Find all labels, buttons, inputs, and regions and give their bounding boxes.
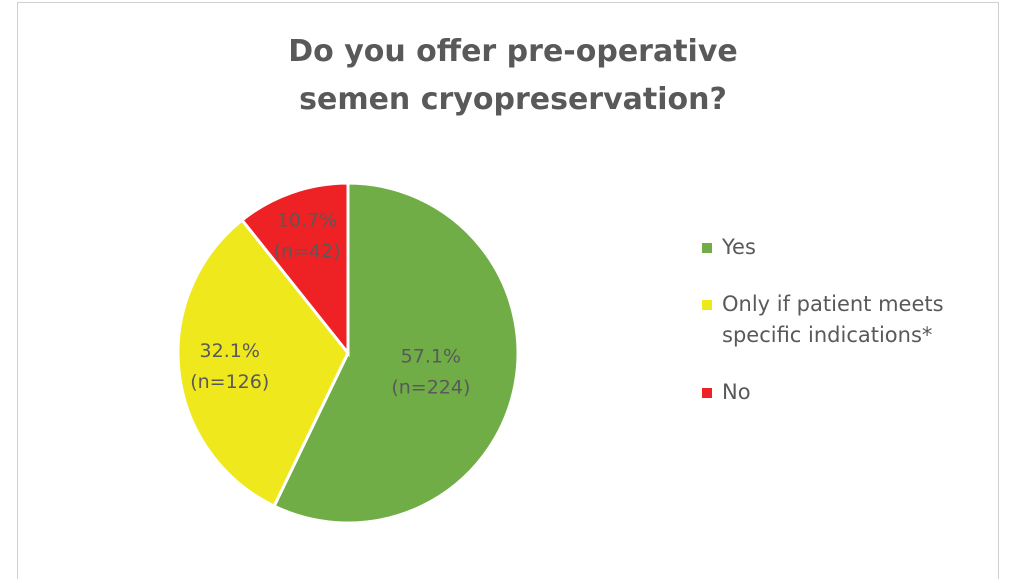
count-label: (n=42) <box>274 240 341 262</box>
data-label: 57.1% <box>401 345 461 367</box>
legend-swatch <box>702 300 712 310</box>
legend-item: Yes <box>700 232 990 263</box>
legend-swatch <box>702 388 712 398</box>
pie-slice <box>239 181 350 358</box>
count-label: (n=126) <box>190 371 269 393</box>
chart-title: Do you offer pre-operative semen cryopre… <box>288 34 738 117</box>
pie-slice <box>176 217 350 509</box>
legend-item: Only if patient meets specific indicatio… <box>700 289 990 351</box>
legend: Yes Only if patient meets specific indica… <box>700 232 990 434</box>
legend-swatch <box>702 243 712 253</box>
legend-label: Only if patient meets specific indicatio… <box>722 292 944 347</box>
count-label: (n=224) <box>391 376 470 398</box>
legend-label: No <box>722 380 751 404</box>
pie-slice <box>272 181 520 525</box>
legend-item: No <box>700 377 990 408</box>
data-label: 10.7% <box>277 209 337 231</box>
chart-border <box>17 2 999 579</box>
data-label: 32.1% <box>200 340 260 362</box>
legend-label: Yes <box>722 235 756 259</box>
